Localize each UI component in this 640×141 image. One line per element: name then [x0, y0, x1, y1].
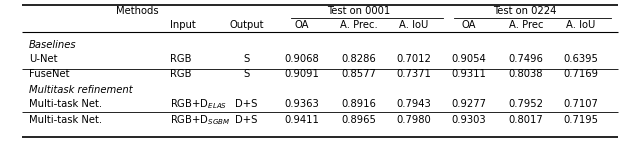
Text: FuseNet: FuseNet: [29, 69, 69, 79]
Text: 0.9054: 0.9054: [451, 54, 486, 64]
Text: 0.8577: 0.8577: [342, 69, 376, 79]
Text: A. IoU: A. IoU: [566, 20, 596, 30]
Text: Test on 0001: Test on 0001: [327, 6, 390, 16]
Text: 0.7496: 0.7496: [509, 54, 543, 64]
Text: Input: Input: [170, 20, 195, 30]
Text: U-Net: U-Net: [29, 54, 58, 64]
Text: 0.7952: 0.7952: [509, 99, 543, 109]
Text: Multi-task Net.: Multi-task Net.: [29, 115, 102, 125]
Text: Baselines: Baselines: [29, 40, 76, 50]
Text: 0.9411: 0.9411: [285, 115, 319, 125]
Text: S: S: [243, 54, 250, 64]
Text: Output: Output: [229, 20, 264, 30]
Text: 0.7371: 0.7371: [397, 69, 431, 79]
Text: RGB+D$_{SGBM}$: RGB+D$_{SGBM}$: [170, 113, 230, 127]
Text: Multitask refinement: Multitask refinement: [29, 85, 132, 95]
Text: RGB+D$_{ELAS}$: RGB+D$_{ELAS}$: [170, 97, 227, 111]
Text: 0.9068: 0.9068: [285, 54, 319, 64]
Text: 0.8038: 0.8038: [509, 69, 543, 79]
Text: 0.8017: 0.8017: [509, 115, 543, 125]
Text: D+S: D+S: [236, 115, 257, 125]
Text: 0.9363: 0.9363: [285, 99, 319, 109]
Text: S: S: [243, 69, 250, 79]
Text: 0.7195: 0.7195: [564, 115, 598, 125]
Text: 0.7107: 0.7107: [564, 99, 598, 109]
Text: RGB: RGB: [170, 54, 191, 64]
Text: OA: OA: [295, 20, 309, 30]
Text: RGB: RGB: [170, 69, 191, 79]
Text: 0.9311: 0.9311: [451, 69, 486, 79]
Text: 0.7943: 0.7943: [397, 99, 431, 109]
Text: 0.8916: 0.8916: [342, 99, 376, 109]
Text: OA: OA: [461, 20, 476, 30]
Text: 0.7012: 0.7012: [397, 54, 431, 64]
Text: Methods: Methods: [116, 6, 159, 16]
Text: A. Prec.: A. Prec.: [340, 20, 378, 30]
Text: 0.9277: 0.9277: [451, 99, 486, 109]
Text: 0.9091: 0.9091: [285, 69, 319, 79]
Text: D+S: D+S: [236, 99, 257, 109]
Text: 0.7980: 0.7980: [397, 115, 431, 125]
Text: A. IoU: A. IoU: [399, 20, 429, 30]
Text: 0.8286: 0.8286: [342, 54, 376, 64]
Text: Test on 0224: Test on 0224: [493, 6, 557, 16]
Text: A. Prec: A. Prec: [509, 20, 543, 30]
Text: Multi-task Net.: Multi-task Net.: [29, 99, 102, 109]
Text: 0.7169: 0.7169: [564, 69, 598, 79]
Text: 0.9303: 0.9303: [451, 115, 486, 125]
Text: 0.6395: 0.6395: [564, 54, 598, 64]
Text: 0.8965: 0.8965: [342, 115, 376, 125]
